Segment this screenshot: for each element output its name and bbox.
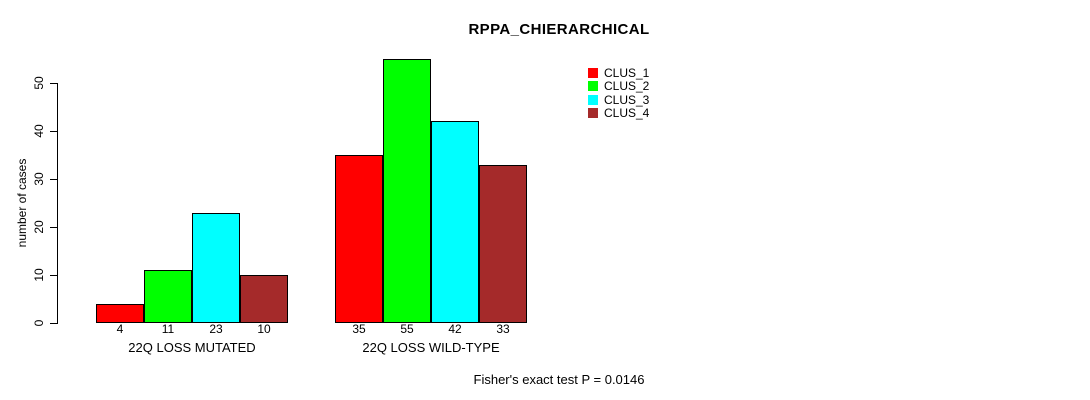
x-axis-category-label: 22Q LOSS WILD-TYPE bbox=[362, 340, 500, 355]
y-axis-tick-label: 50 bbox=[32, 76, 46, 90]
bar-clus_1 bbox=[96, 304, 144, 323]
x-axis-category-label: 22Q LOSS MUTATED bbox=[128, 340, 256, 355]
bar-value-label: 55 bbox=[400, 322, 414, 336]
bar-value-label: 33 bbox=[496, 322, 510, 336]
bar-value-label: 4 bbox=[116, 322, 124, 336]
legend-swatch-clus_3 bbox=[588, 95, 598, 105]
legend-label: CLUS_2 bbox=[604, 79, 650, 93]
legend: CLUS_1 CLUS_2 CLUS_3 CLUS_4 bbox=[588, 66, 698, 130]
y-axis-tick-label: 40 bbox=[32, 124, 46, 138]
bar-clus_4 bbox=[240, 275, 288, 323]
bar-clus_2 bbox=[144, 270, 192, 323]
bar-clus_3 bbox=[431, 121, 479, 323]
y-axis-tick bbox=[50, 83, 58, 84]
legend-label: CLUS_4 bbox=[604, 106, 650, 120]
bar-clus_2 bbox=[383, 59, 431, 323]
y-axis-tick-label: 10 bbox=[32, 268, 46, 282]
legend-swatch-clus_4 bbox=[588, 108, 598, 118]
y-axis-tick bbox=[50, 227, 58, 228]
annotation-fisher-test: Fisher's exact test P = 0.0146 bbox=[473, 372, 645, 387]
y-axis-tick bbox=[50, 179, 58, 180]
bar-value-label: 11 bbox=[161, 322, 175, 336]
bar-clus_4 bbox=[479, 165, 527, 323]
y-axis-tick-label: 30 bbox=[32, 172, 46, 186]
bar-value-label: 42 bbox=[448, 322, 462, 336]
y-axis-label: number of cases bbox=[15, 158, 29, 248]
y-axis-tick-label: 20 bbox=[32, 220, 46, 234]
legend-swatch-clus_1 bbox=[588, 68, 598, 78]
bar-value-label: 23 bbox=[209, 322, 223, 336]
bar-clus_3 bbox=[192, 213, 240, 323]
y-axis-tick bbox=[50, 323, 58, 324]
y-axis-line bbox=[57, 83, 58, 324]
bar-value-label: 35 bbox=[352, 322, 366, 336]
y-axis-tick-label: 0 bbox=[32, 319, 46, 327]
legend-swatch-clus_2 bbox=[588, 81, 598, 91]
y-axis-tick bbox=[50, 275, 58, 276]
chart-title: RPPA_CHIERARCHICAL bbox=[468, 21, 650, 38]
bar-value-label: 10 bbox=[257, 322, 271, 336]
y-axis-tick bbox=[50, 131, 58, 132]
legend-label: CLUS_3 bbox=[604, 93, 650, 107]
legend-label: CLUS_1 bbox=[604, 66, 650, 80]
bar-clus_1 bbox=[335, 155, 383, 323]
